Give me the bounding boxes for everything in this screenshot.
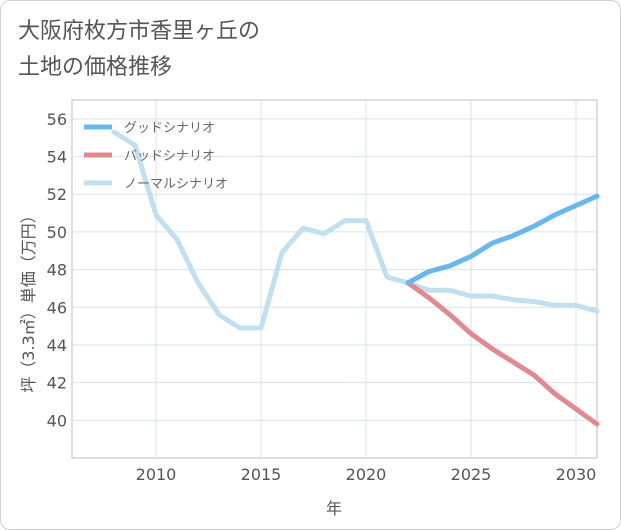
legend-label-2: バッドシナリオ xyxy=(124,149,215,164)
y-tick-label: 56 xyxy=(47,110,67,129)
series-line-2 xyxy=(405,280,600,427)
legend-label-3: ノーマルシナリオ xyxy=(124,177,228,192)
y-tick-label: 54 xyxy=(47,148,67,167)
y-axis-title: 坪（3.3㎡）単価（万円） xyxy=(19,207,38,392)
x-axis-title: 年 xyxy=(326,499,342,518)
title-line-2: 土地の価格推移 xyxy=(18,55,173,80)
axis-ticks: 40 42 44 46 48 50 52 54 56 2010 2015 2020 2025 2030 xyxy=(47,110,597,484)
y-tick-label: 50 xyxy=(47,223,67,242)
x-tick-label: 2020 xyxy=(346,465,387,484)
y-tick-label: 44 xyxy=(47,336,67,355)
chart-title: 大阪府枚方市香里ヶ丘の 土地の価格推移 xyxy=(18,14,260,86)
y-tick-label: 48 xyxy=(47,261,67,280)
plot-area xyxy=(71,99,598,459)
x-tick-label: 2010 xyxy=(136,465,177,484)
title-line-1: 大阪府枚方市香里ヶ丘の xyxy=(18,19,261,44)
series-lines xyxy=(111,129,600,427)
y-tick-label: 52 xyxy=(47,185,67,204)
y-tick-label: 42 xyxy=(47,374,67,393)
series-line-3 xyxy=(111,129,600,331)
x-tick-label: 2025 xyxy=(451,465,492,484)
y-tick-label: 40 xyxy=(47,411,67,430)
x-tick-label: 2015 xyxy=(241,465,282,484)
grid-lines xyxy=(72,100,597,458)
y-tick-label: 46 xyxy=(47,298,67,317)
legend-label-1: グッドシナリオ xyxy=(124,121,215,136)
x-tick-label: 2030 xyxy=(556,465,597,484)
series-line-1 xyxy=(405,193,600,286)
